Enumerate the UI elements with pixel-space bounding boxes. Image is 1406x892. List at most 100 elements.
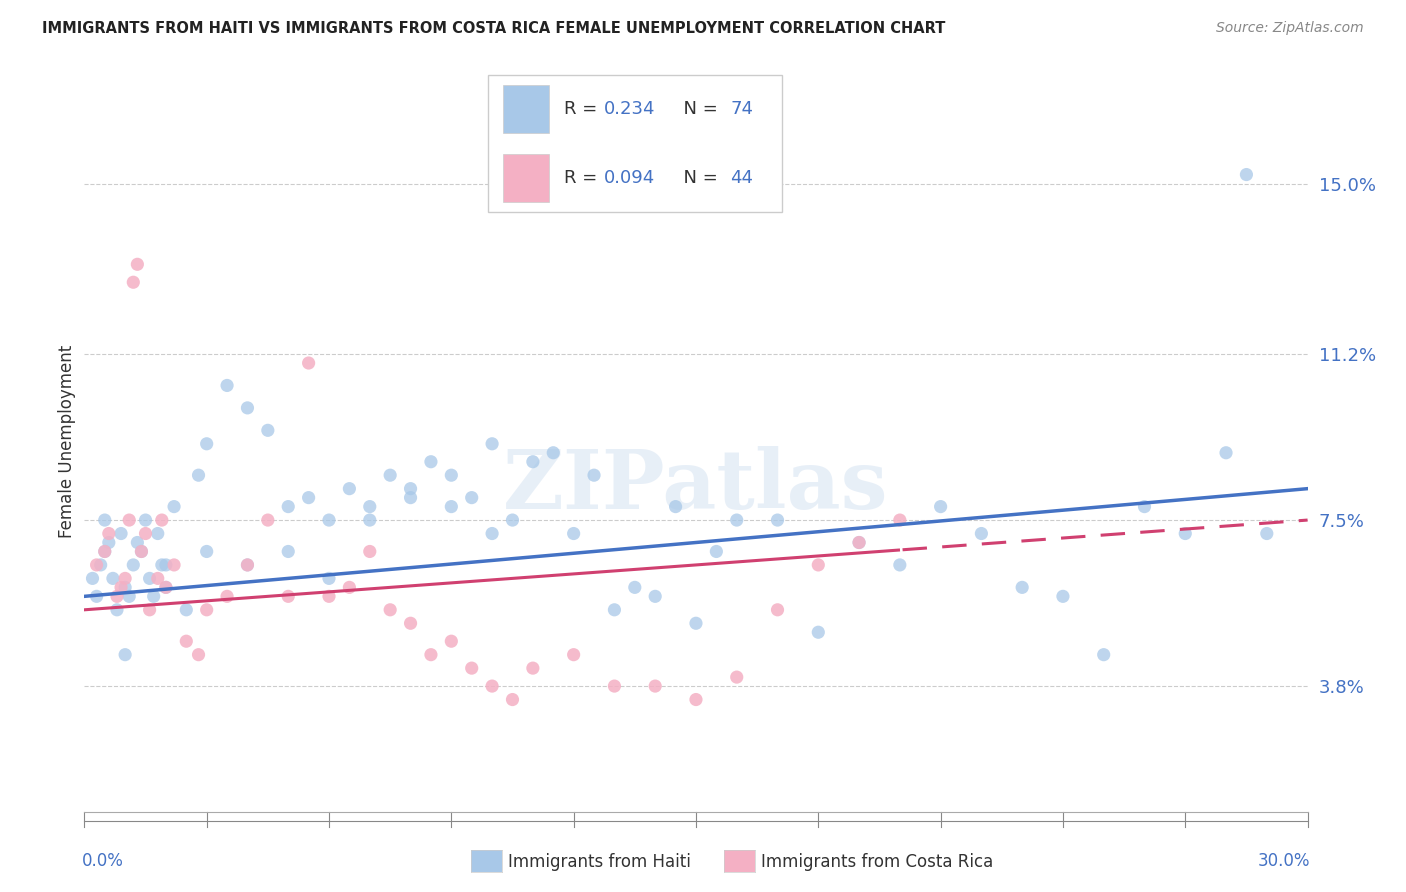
- Point: [889, 513, 911, 527]
- Point: [257, 423, 280, 437]
- Point: [318, 513, 340, 527]
- Point: [420, 455, 443, 469]
- Text: ZIPatlas: ZIPatlas: [503, 446, 889, 526]
- Point: [142, 590, 165, 604]
- Point: [481, 437, 503, 451]
- Point: [105, 590, 128, 604]
- Text: R =: R =: [564, 100, 603, 119]
- Text: N =: N =: [672, 100, 723, 119]
- Point: [1174, 526, 1197, 541]
- Point: [685, 692, 707, 706]
- Point: [399, 491, 422, 505]
- Point: [420, 648, 443, 662]
- Point: [725, 513, 748, 527]
- Point: [298, 491, 321, 505]
- Point: [122, 275, 145, 289]
- Point: [163, 558, 186, 572]
- Point: [187, 648, 209, 662]
- Point: [440, 634, 463, 648]
- Point: [135, 513, 157, 527]
- Point: [135, 526, 157, 541]
- Point: [114, 580, 136, 594]
- Point: [1256, 526, 1278, 541]
- Point: [399, 616, 422, 631]
- Point: [217, 590, 239, 604]
- Point: [929, 500, 952, 514]
- Point: [339, 482, 361, 496]
- Point: [889, 558, 911, 572]
- Point: [481, 679, 503, 693]
- Point: [970, 526, 993, 541]
- Point: [138, 603, 160, 617]
- Point: [440, 468, 463, 483]
- Point: [380, 468, 402, 483]
- Point: [93, 513, 115, 527]
- Point: [155, 580, 177, 594]
- Point: [257, 513, 280, 527]
- Point: [86, 558, 108, 572]
- Point: [101, 571, 124, 585]
- Point: [1011, 580, 1033, 594]
- Point: [122, 558, 145, 572]
- Point: [543, 446, 565, 460]
- Text: 0.0%: 0.0%: [82, 853, 124, 871]
- Text: 74: 74: [730, 100, 754, 119]
- Point: [97, 535, 120, 549]
- Point: [236, 558, 259, 572]
- FancyBboxPatch shape: [503, 86, 550, 134]
- Point: [807, 558, 830, 572]
- Point: [195, 437, 218, 451]
- Point: [603, 679, 626, 693]
- Point: [1215, 446, 1237, 460]
- Point: [110, 526, 132, 541]
- Point: [118, 513, 141, 527]
- Point: [93, 544, 115, 558]
- Point: [163, 500, 186, 514]
- Point: [339, 580, 361, 594]
- Point: [1052, 590, 1074, 604]
- Point: [522, 661, 544, 675]
- Point: [665, 500, 688, 514]
- Point: [766, 513, 789, 527]
- Point: [359, 500, 381, 514]
- Point: [86, 590, 108, 604]
- Point: [150, 513, 173, 527]
- Text: 0.234: 0.234: [605, 100, 655, 119]
- Point: [562, 526, 585, 541]
- Text: IMMIGRANTS FROM HAITI VS IMMIGRANTS FROM COSTA RICA FEMALE UNEMPLOYMENT CORRELAT: IMMIGRANTS FROM HAITI VS IMMIGRANTS FROM…: [42, 21, 946, 36]
- Point: [603, 603, 626, 617]
- FancyBboxPatch shape: [488, 75, 782, 212]
- Point: [1133, 500, 1156, 514]
- Point: [298, 356, 321, 370]
- Y-axis label: Female Unemployment: Female Unemployment: [58, 345, 76, 538]
- Point: [138, 571, 160, 585]
- Point: [174, 634, 197, 648]
- Point: [82, 571, 104, 585]
- Point: [807, 625, 830, 640]
- Point: [562, 648, 585, 662]
- Point: [118, 590, 141, 604]
- Point: [848, 535, 870, 549]
- Point: [644, 679, 666, 693]
- Point: [105, 603, 128, 617]
- Text: Immigrants from Haiti: Immigrants from Haiti: [508, 853, 690, 871]
- Point: [766, 603, 789, 617]
- Point: [146, 526, 169, 541]
- Point: [114, 571, 136, 585]
- Text: N =: N =: [672, 169, 723, 186]
- Point: [624, 580, 647, 594]
- Text: Immigrants from Costa Rica: Immigrants from Costa Rica: [761, 853, 993, 871]
- Point: [187, 468, 209, 483]
- Point: [150, 558, 173, 572]
- Point: [685, 616, 707, 631]
- Point: [127, 257, 149, 271]
- Point: [155, 558, 177, 572]
- Point: [97, 526, 120, 541]
- Point: [502, 513, 524, 527]
- Point: [131, 544, 153, 558]
- Point: [217, 378, 239, 392]
- Point: [1236, 168, 1258, 182]
- Text: 44: 44: [730, 169, 754, 186]
- Point: [440, 500, 463, 514]
- Point: [399, 482, 422, 496]
